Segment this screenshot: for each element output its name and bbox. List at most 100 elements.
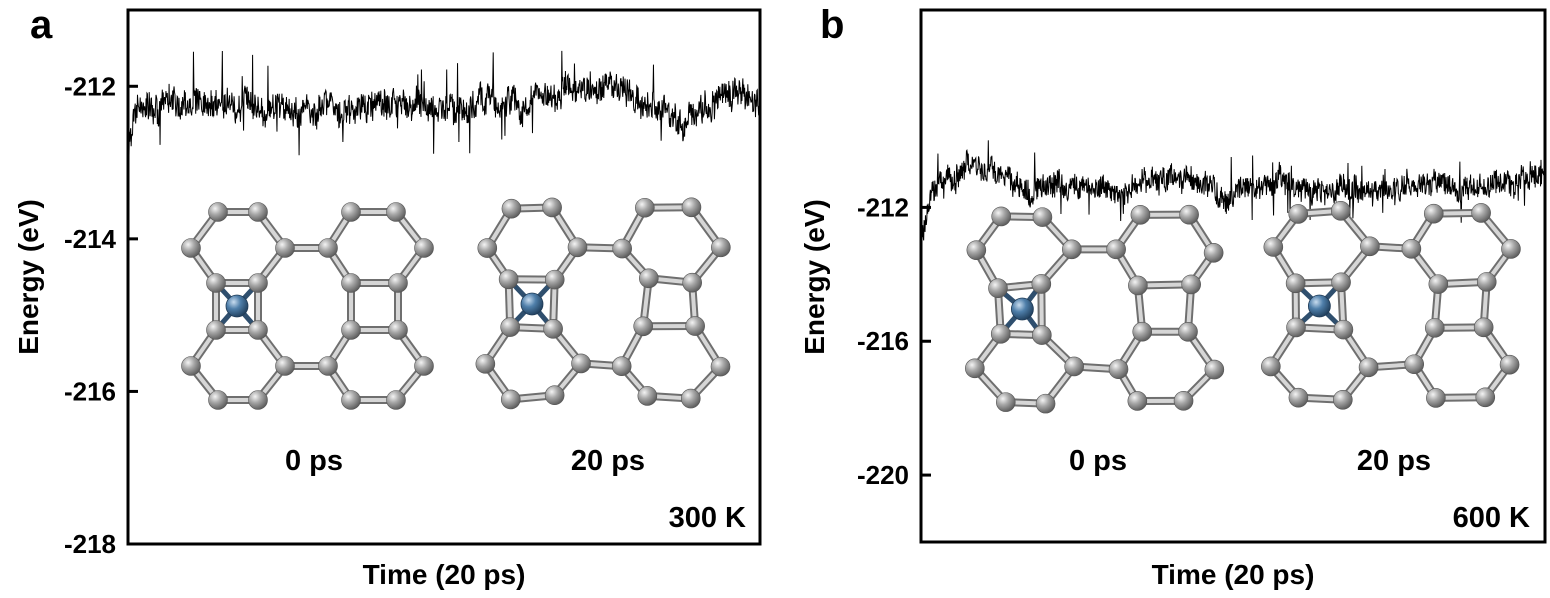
carbon-atom <box>1032 325 1052 345</box>
snapshot-label-a-0ps: 0 ps <box>285 445 343 477</box>
carbon-atom <box>995 392 1016 412</box>
carbon-atom <box>248 273 268 293</box>
carbon-atom <box>208 390 228 410</box>
carbon-atom <box>1181 274 1201 295</box>
carbon-atom <box>1333 389 1353 410</box>
y-tick-label: -216 <box>857 326 909 356</box>
carbon-atom <box>680 388 701 409</box>
carbon-atom <box>1179 204 1199 225</box>
dopant-atom <box>1307 294 1331 318</box>
carbon-atom <box>341 320 361 340</box>
plot-frame-b <box>919 8 1547 544</box>
carbon-atom <box>501 198 522 219</box>
carbon-atom <box>388 273 408 293</box>
carbon-atom <box>318 238 338 258</box>
y-tick-label: -220 <box>857 460 909 490</box>
carbon-atom <box>1062 239 1082 260</box>
carbon-atom <box>1360 236 1380 257</box>
carbon-atom <box>500 389 521 410</box>
carbon-atom <box>544 269 565 290</box>
carbon-atom <box>1035 393 1056 414</box>
carbon-atom <box>341 202 361 222</box>
carbon-atom <box>682 272 702 293</box>
carbon-atom <box>966 240 987 260</box>
carbon-atom <box>208 202 228 222</box>
panel-label-b: b <box>820 3 844 47</box>
carbon-atom <box>1106 239 1126 260</box>
plot-frame-a <box>126 8 762 546</box>
carbon-atom <box>1031 274 1052 294</box>
carbon-atom <box>341 273 361 293</box>
carbon-atom <box>1288 387 1309 408</box>
carbon-atom <box>1173 391 1194 411</box>
carbon-atom <box>1261 356 1281 377</box>
carbon-atom <box>611 356 632 377</box>
carbon-atom <box>388 320 408 340</box>
carbon-atom <box>248 390 268 410</box>
carbon-atom <box>1032 207 1053 227</box>
y-axis-ticks-a: -212 -214 -216 -218 <box>64 71 138 559</box>
carbon-atom <box>1333 319 1354 340</box>
carbon-atom <box>1108 359 1129 380</box>
carbon-atom <box>1204 359 1225 380</box>
carbon-atom <box>1423 203 1444 224</box>
carbon-atom <box>477 238 498 258</box>
carbon-atom <box>1263 237 1284 257</box>
carbon-atom <box>1358 357 1379 378</box>
carbon-atom <box>386 390 406 410</box>
y-tick-label: -214 <box>64 224 117 254</box>
structure-snapshot-b-0ps <box>965 204 1225 414</box>
panel-a: a -212 -214 -216 -218 Energy (eV) Time (20 … <box>13 3 762 590</box>
carbon-atom <box>1501 239 1521 259</box>
dopant-atom <box>520 292 544 316</box>
carbon-atom <box>542 197 562 218</box>
x-axis-label-a: Time (20 ps) <box>363 559 526 590</box>
energy-trace-300k <box>128 50 760 164</box>
carbon-atom <box>414 356 434 376</box>
y-axis-ticks-b: -212 -216 -220 <box>857 192 931 490</box>
carbon-atom <box>341 390 361 410</box>
carbon-atom <box>1128 275 1148 296</box>
carbon-atom <box>1203 242 1224 263</box>
carbon-atom <box>1401 238 1422 259</box>
carbon-atom <box>181 238 201 258</box>
carbon-atom <box>500 317 520 337</box>
carbon-atom <box>1426 388 1446 408</box>
carbon-atom <box>965 358 985 379</box>
structure-snapshot-b-20ps <box>1261 200 1521 410</box>
structure-snapshot-a-0ps <box>181 202 434 410</box>
temperature-label-a: 300 K <box>669 502 746 534</box>
carbon-atom <box>1471 203 1491 223</box>
carbon-atom <box>612 238 632 259</box>
energy-trace-600k <box>921 140 1545 243</box>
carbon-atom <box>990 324 1011 344</box>
carbon-atom <box>710 356 731 377</box>
temperature-label-b: 600 K <box>1453 502 1530 534</box>
carbon-atom <box>639 268 659 289</box>
carbon-atom <box>1285 273 1306 294</box>
y-tick-label: -216 <box>64 376 116 406</box>
carbon-atom <box>1428 274 1449 294</box>
carbon-atom <box>1130 205 1151 225</box>
carbon-atom <box>414 238 434 258</box>
carbon-atom <box>637 386 658 406</box>
carbon-atom <box>475 354 496 374</box>
carbon-atom <box>1475 387 1496 408</box>
carbon-atom <box>1132 321 1153 342</box>
x-axis-label-b: Time (20 ps) <box>1152 559 1315 590</box>
carbon-atom <box>248 202 268 222</box>
carbon-atom <box>543 319 563 339</box>
carbon-atom <box>567 237 588 258</box>
carbon-atom <box>991 206 1011 227</box>
y-tick-label: -212 <box>857 192 909 222</box>
carbon-atom <box>685 316 705 336</box>
carbon-atom <box>681 197 702 218</box>
snapshot-label-a-20ps: 20 ps <box>571 445 645 477</box>
carbon-atom <box>571 353 591 374</box>
carbon-atom <box>988 278 1008 299</box>
carbon-atom <box>633 316 653 337</box>
snapshot-label-b-0ps: 0 ps <box>1069 445 1127 477</box>
carbon-atom <box>1499 354 1520 375</box>
y-axis-label-b: Energy (eV) <box>799 199 830 355</box>
